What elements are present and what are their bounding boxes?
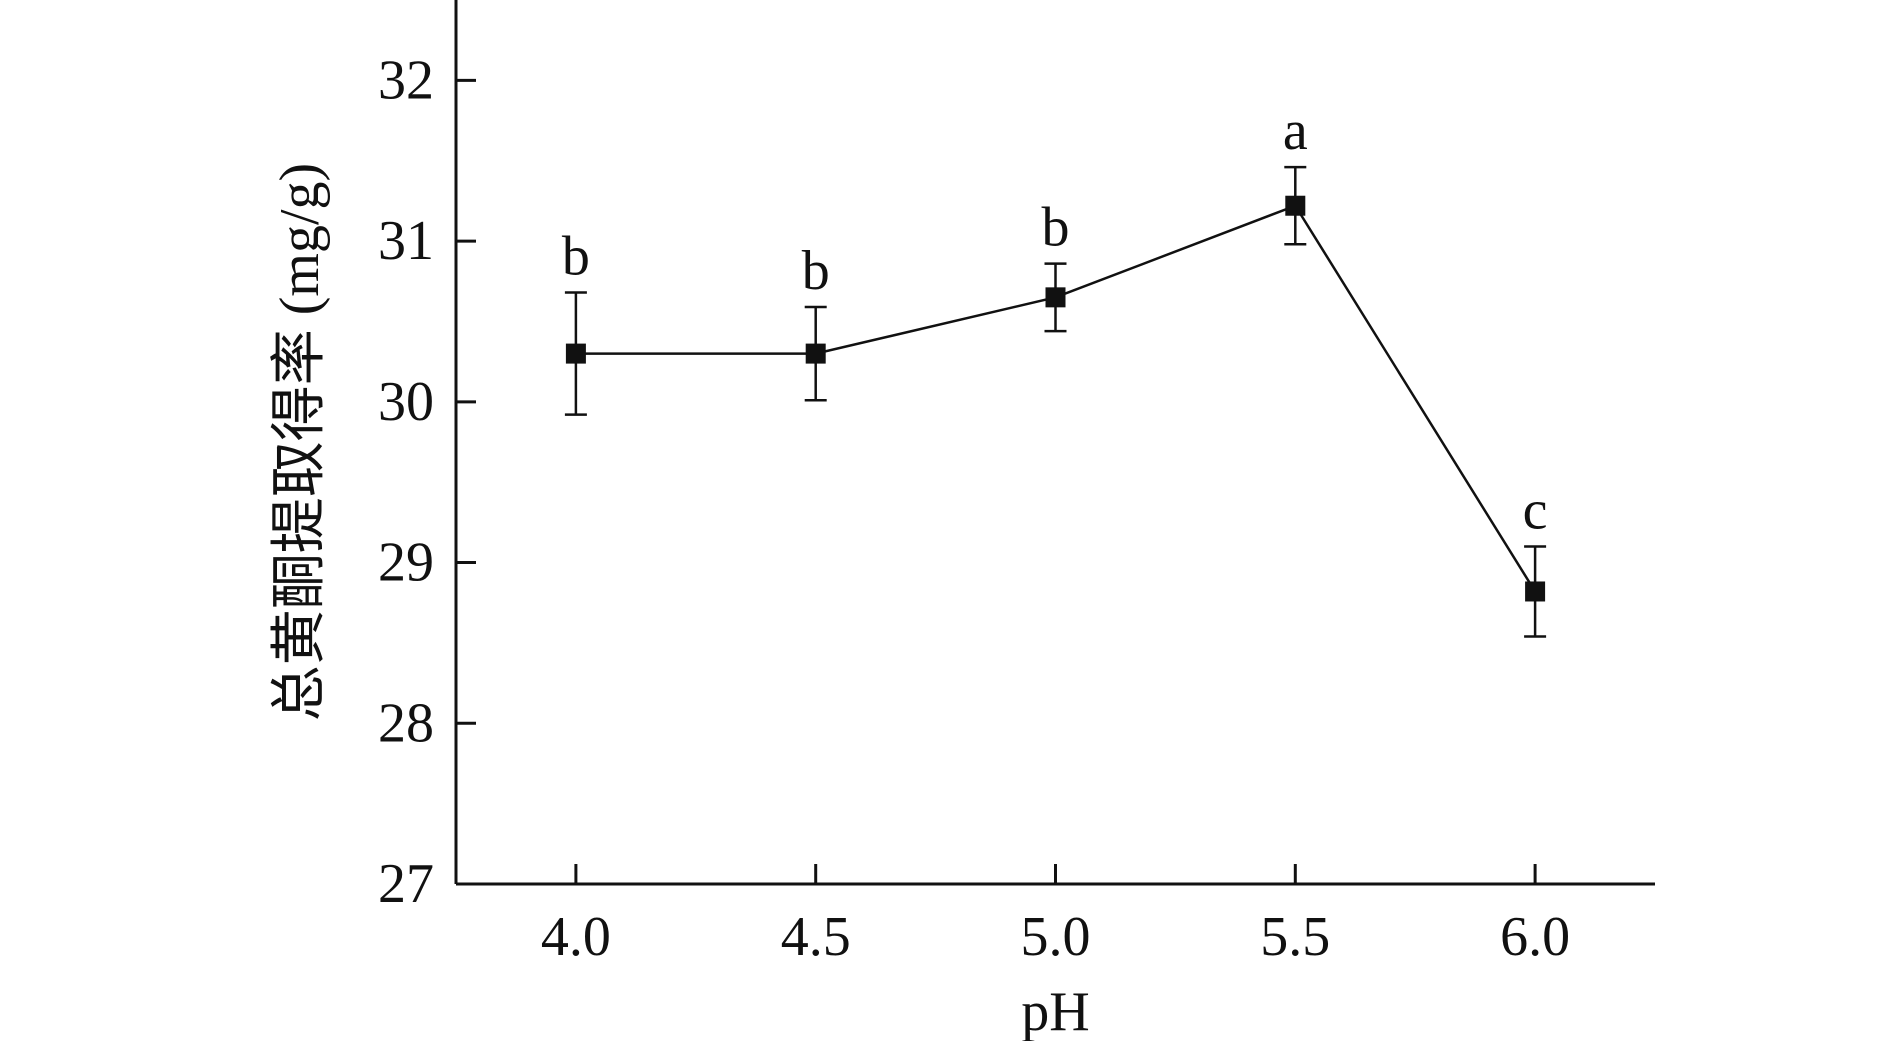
y-tick-label: 31 [378, 210, 434, 272]
significance-label: b [802, 240, 830, 302]
y-tick-label: 32 [378, 49, 434, 111]
data-point-marker [1525, 581, 1546, 602]
axes-layer: 27 28 29 30 31 32 4.0 4.5 5.0 5.5 6.0 pH 总黄酮提取得率 (mg… [269, 0, 1655, 1041]
significance-label: b [562, 226, 590, 288]
y-tick-label: 27 [378, 853, 434, 915]
labels-layer: b b b a c [562, 100, 1548, 541]
y-axis-label: 总黄酮提取得率 (mg/g) [269, 163, 331, 721]
significance-label: a [1283, 100, 1308, 162]
significance-label: c [1523, 479, 1548, 541]
x-tick-label: 4.0 [541, 906, 611, 968]
y-tick-label: 29 [378, 532, 434, 594]
x-tick-label: 6.0 [1500, 906, 1570, 968]
data-point-marker [565, 343, 586, 364]
x-tick-label: 5.5 [1260, 906, 1330, 968]
data-point-marker [1045, 287, 1066, 308]
y-tick-label: 28 [378, 692, 434, 754]
series-layer [564, 165, 1547, 638]
significance-label: b [1042, 197, 1070, 259]
x-axis-label: pH [1021, 981, 1089, 1041]
y-tick-label: 30 [378, 371, 434, 433]
data-point-marker [1285, 195, 1306, 216]
data-point-marker [805, 343, 826, 364]
x-tick-label: 4.5 [781, 906, 851, 968]
x-tick-label: 5.0 [1021, 906, 1091, 968]
